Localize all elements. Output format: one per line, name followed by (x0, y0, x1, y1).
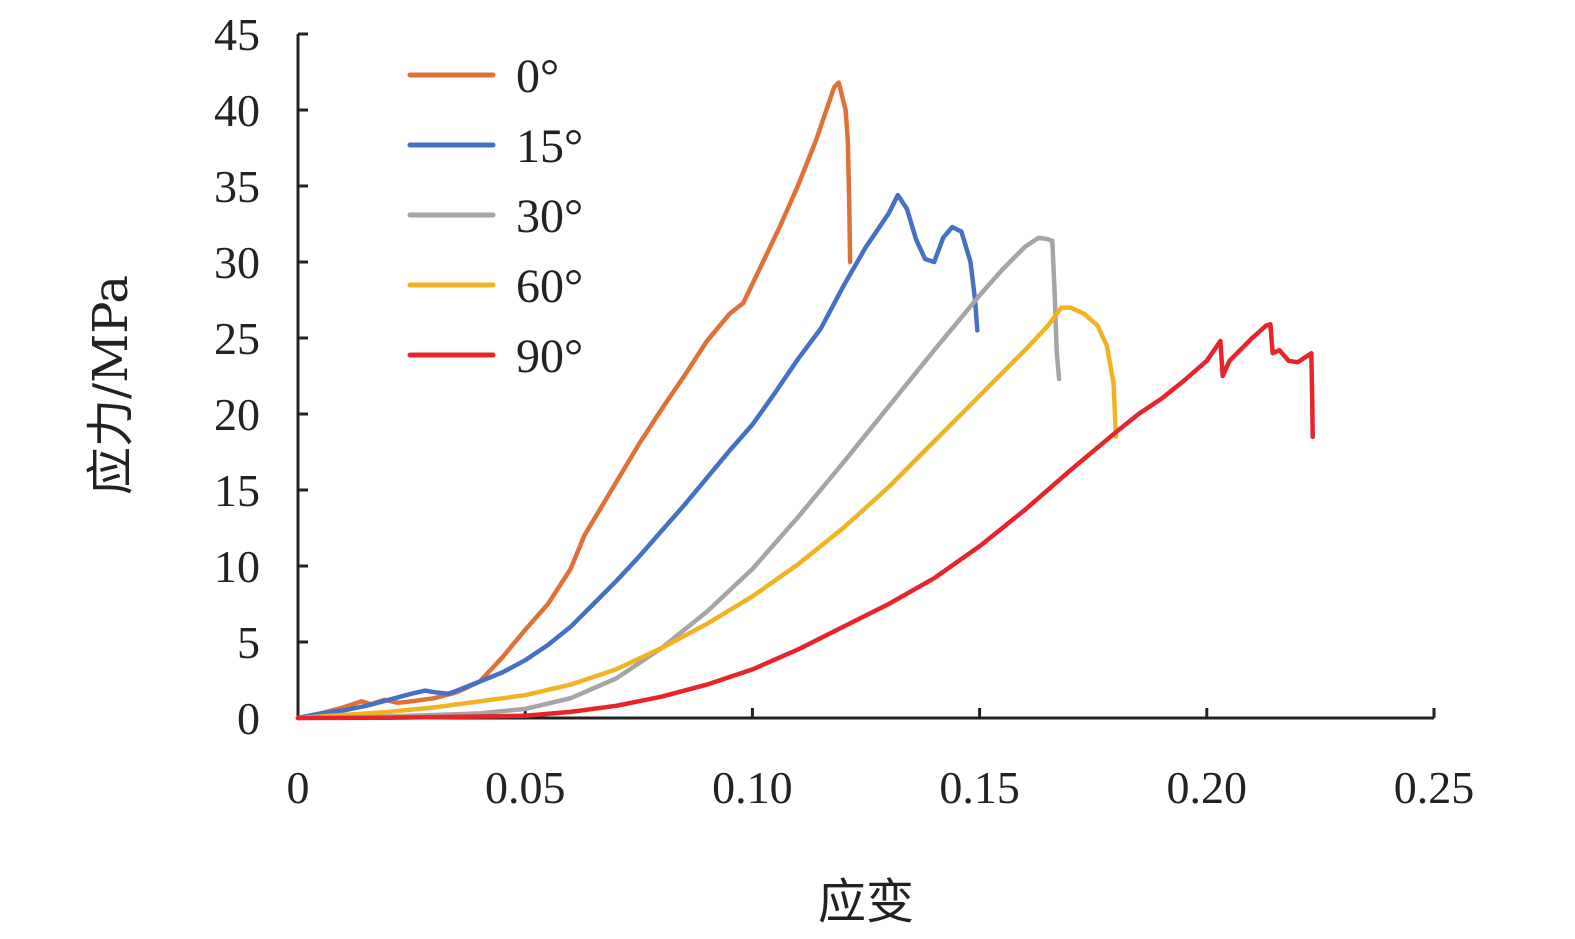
legend-label: 0° (516, 50, 559, 103)
y-tick-label: 35 (214, 161, 260, 212)
series-line-4 (295, 322, 1315, 721)
legend: 0° 15° 30° 60° 90° (407, 50, 583, 383)
x-tick-label: 0 (287, 762, 310, 813)
x-axis-label: 应变 (818, 874, 914, 930)
x-tick-label: 0.25 (1394, 762, 1475, 813)
y-tick-label: 15 (214, 465, 260, 516)
y-tick-label: 20 (214, 389, 260, 440)
legend-label: 30° (516, 190, 583, 243)
x-tick-label: 0.20 (1167, 762, 1248, 813)
x-tick-label: 0.15 (939, 762, 1020, 813)
x-tick-label: 0.10 (712, 762, 793, 813)
y-tick-label: 0 (237, 693, 260, 744)
legend-label: 90° (516, 330, 583, 383)
axes: 0 5 10 15 20 25 30 35 40 45 0 0.05 0.10 0.15 0.20 0.25 (214, 9, 1474, 813)
y-axis-label: 应力/MPa (83, 275, 139, 495)
y-tick-label: 10 (214, 541, 260, 592)
y-tick-label: 5 (237, 617, 260, 668)
series-line-3 (295, 305, 1119, 721)
series-layer (295, 80, 1315, 721)
y-tick-label: 25 (214, 313, 260, 364)
legend-label: 15° (516, 120, 583, 173)
x-tick-label: 0.05 (485, 762, 566, 813)
y-tick-label: 30 (214, 237, 260, 288)
y-tick-label: 40 (214, 85, 260, 136)
series-line-2 (295, 235, 1062, 721)
legend-label: 60° (516, 260, 583, 313)
y-tick-label: 45 (214, 9, 260, 60)
series-line-1 (295, 192, 980, 721)
